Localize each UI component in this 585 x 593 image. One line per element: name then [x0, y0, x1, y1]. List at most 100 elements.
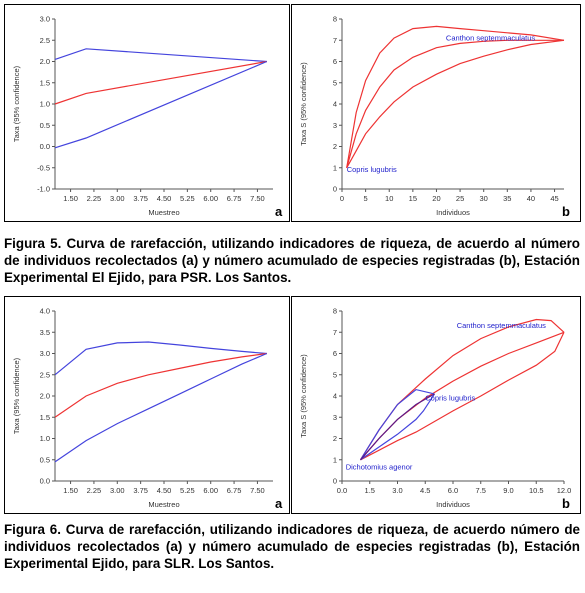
series-line: [54, 341, 267, 376]
panel-letter: b: [562, 204, 570, 219]
y-tick-label: 2.5: [40, 36, 50, 45]
y-axis-label: Taxa S (95% confidence): [299, 354, 308, 438]
series-line: [54, 48, 267, 63]
annotation-label: Canthon septemmaculatus: [446, 33, 535, 42]
y-tick-label: 1.0: [40, 100, 50, 109]
series-line: [346, 25, 565, 168]
x-tick-label: 6.75: [227, 194, 242, 203]
figure-5-panel-b: 0 1 2 3 4 5 6 7 8 0 5 10 15 20 25 30 35 40 45 Individuos Tax…: [291, 4, 581, 222]
y-tick-label: 6: [333, 57, 337, 66]
x-tick-label: 4.5: [420, 486, 430, 495]
x-tick-label: 1.50: [63, 194, 78, 203]
y-tick-label: 3.0: [40, 15, 50, 24]
x-tick-label: 12.0: [557, 486, 572, 495]
x-tick-label: 1.5: [365, 486, 375, 495]
x-tick-label: 6.00: [203, 486, 218, 495]
figure-6-chart-a: 0.0 0.5 1.0 1.5 2.0 2.5 3.0 3.5 4.0 1.50 2.25 3.00 3…: [12, 307, 273, 509]
y-tick-label: 0: [333, 185, 337, 194]
y-tick-label: 2.0: [40, 57, 50, 66]
series-line: [54, 352, 267, 418]
series-line: [54, 60, 267, 105]
x-tick-label: 10.5: [529, 486, 544, 495]
series-line: [360, 393, 435, 461]
y-tick-label: 2.0: [40, 392, 50, 401]
series-line: [360, 332, 565, 461]
panel-letter: a: [275, 496, 283, 511]
figure-6-panel-a: 0.0 0.5 1.0 1.5 2.0 2.5 3.0 3.5 4.0 1.50 2.25 3.00 3…: [4, 296, 290, 514]
figure-5-caption: Figura 5. Curva de rarefacción, utilizan…: [4, 236, 580, 285]
x-tick-label: 7.50: [250, 486, 265, 495]
y-tick-label: 1.5: [40, 413, 50, 422]
x-axis-label: Muestreo: [148, 500, 179, 509]
annotation-label: Dichotomius agenor: [346, 462, 413, 471]
y-tick-label: 0: [333, 477, 337, 486]
x-tick-label: 30: [480, 194, 488, 203]
y-tick-label: 2.5: [40, 370, 50, 379]
y-tick-label: 0.0: [40, 142, 50, 151]
x-tick-label: 20: [432, 194, 440, 203]
x-tick-label: 4.50: [157, 194, 172, 203]
x-tick-label: 6.00: [203, 194, 218, 203]
y-axis-label: Taxa (95% confidence): [12, 357, 21, 434]
x-tick-label: 15: [409, 194, 417, 203]
x-tick-label: 6.75: [227, 486, 242, 495]
series-line: [346, 39, 564, 168]
y-tick-label: 3: [333, 121, 337, 130]
y-tick-label: 6: [333, 349, 337, 358]
y-tick-label: 5: [333, 370, 337, 379]
x-tick-label: 25: [456, 194, 464, 203]
x-tick-label: 2.25: [87, 486, 102, 495]
y-tick-label: 1: [333, 455, 337, 464]
series-line: [359, 388, 435, 461]
x-tick-label: 3.0: [392, 486, 402, 495]
x-tick-label: 5.25: [180, 194, 195, 203]
series-line: [54, 60, 268, 149]
y-tick-label: 3: [333, 413, 337, 422]
x-axis-label: Muestreo: [148, 208, 179, 217]
y-tick-label: 2: [333, 434, 337, 443]
y-tick-label: 0.0: [40, 477, 50, 486]
y-tick-label: 7: [333, 36, 337, 45]
y-tick-label: 1.0: [40, 434, 50, 443]
y-tick-label: 2: [333, 142, 337, 151]
figure-6-panel-b: 0 1 2 3 4 5 6 7 8 0.0 1.5 3.0 4.5 6.0 7.5 9.0 10.5 12.0 In…: [291, 296, 581, 514]
x-tick-label: 45: [550, 194, 558, 203]
x-tick-label: 6.0: [448, 486, 458, 495]
figure-6-caption: Figura 6. Curva de rarefacción, utilizan…: [4, 522, 580, 571]
y-tick-label: 8: [333, 307, 337, 316]
x-tick-label: 10: [385, 194, 393, 203]
x-tick-label: 5: [364, 194, 368, 203]
y-tick-label: 8: [333, 15, 337, 24]
y-tick-label: 4: [333, 100, 337, 109]
y-tick-label: -1.0: [37, 185, 50, 194]
x-tick-label: 40: [527, 194, 535, 203]
x-tick-label: 3.75: [133, 194, 148, 203]
x-tick-label: 35: [503, 194, 511, 203]
x-tick-label: 2.25: [87, 194, 102, 203]
x-tick-label: 0: [340, 194, 344, 203]
x-tick-label: 7.5: [476, 486, 486, 495]
x-axis-label: Individuos: [436, 208, 470, 217]
y-tick-label: 0.5: [40, 455, 50, 464]
y-tick-label: 1: [333, 163, 337, 172]
y-axis-label: Taxa S (95% confidence): [299, 62, 308, 146]
series-line: [54, 352, 268, 463]
panel-letter: a: [275, 204, 283, 219]
y-tick-label: 4.0: [40, 307, 50, 316]
y-tick-label: -0.5: [37, 163, 50, 172]
x-tick-label: 9.0: [503, 486, 513, 495]
y-axis-label: Taxa (95% confidence): [12, 65, 21, 142]
x-tick-label: 4.50: [157, 486, 172, 495]
y-tick-label: 4: [333, 392, 337, 401]
x-tick-label: 3.75: [133, 486, 148, 495]
x-tick-label: 7.50: [250, 194, 265, 203]
x-tick-label: 5.25: [180, 486, 195, 495]
y-tick-label: 3.5: [40, 328, 50, 337]
x-tick-label: 3.00: [110, 194, 125, 203]
annotation-label: Copris lugubris: [425, 393, 475, 402]
x-tick-label: 0.0: [337, 486, 347, 495]
y-tick-label: 1.5: [40, 78, 50, 87]
annotation-label: Canthon septemmaculatus: [457, 321, 546, 330]
figure-5-panel-a: -1.0 -0.5 0.0 0.5 1.0 1.5 2.0 2.5 3.0 1.50 2.25 3.0…: [4, 4, 290, 222]
